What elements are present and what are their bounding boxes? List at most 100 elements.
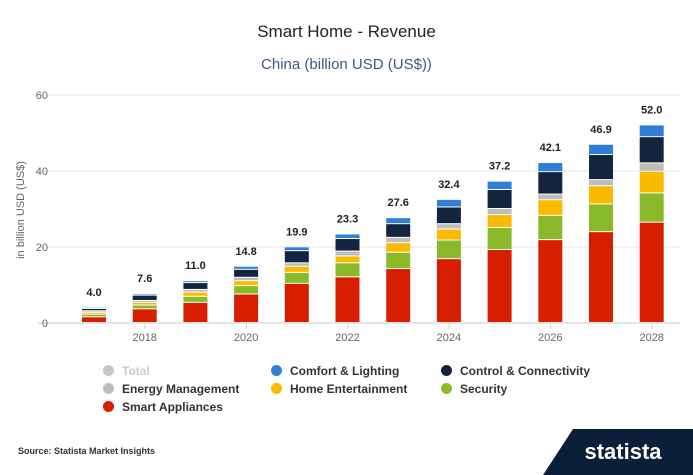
- legend-marker-icon: [103, 383, 114, 394]
- bar-segment-energy-management: [335, 251, 360, 256]
- bar-segment-comfort-lighting: [183, 281, 208, 283]
- bar-segment-energy-management: [234, 277, 259, 281]
- bar-segment-comfort-lighting: [335, 234, 360, 239]
- bar-segment-smart-appliances: [589, 232, 613, 322]
- y-tick-label: 60: [36, 90, 48, 102]
- legend-label: Control & Connectivity: [460, 363, 591, 378]
- bar-segment-energy-management: [284, 263, 309, 266]
- bar-segment-security: [436, 240, 461, 259]
- bar-segment-smart-appliances: [436, 259, 461, 322]
- bar-segment-comfort-lighting: [589, 144, 613, 155]
- bar-segment-comfort-lighting: [284, 247, 309, 251]
- source-note: Source: Statista Market Insights: [18, 446, 156, 456]
- bar-segment-comfort-lighting: [234, 266, 259, 269]
- legend-marker-icon: [441, 383, 452, 394]
- legend: Total Comfort & Lighting Control & Connect…: [103, 362, 641, 415]
- x-tick-label: 2018: [132, 332, 156, 344]
- legend-item[interactable]: Energy Management: [103, 380, 271, 397]
- total-label: 7.6: [137, 273, 152, 285]
- bar-segment-control-connectivity: [589, 155, 613, 180]
- total-label: 32.4: [438, 179, 460, 191]
- bar-segment-energy-management: [538, 194, 563, 200]
- legend-item[interactable]: Control & Connectivity: [441, 362, 641, 379]
- bar-segment-control-connectivity: [132, 295, 157, 300]
- bar-segment-home-entertainment: [335, 256, 360, 263]
- x-tick-label: 2022: [335, 332, 359, 344]
- total-label: 23.3: [337, 213, 358, 225]
- legend-marker-icon: [103, 401, 114, 412]
- bar-segment-home-entertainment: [234, 281, 259, 286]
- total-label: 42.1: [540, 142, 561, 154]
- bar-segment-comfort-lighting: [436, 199, 461, 207]
- bar-segment-smart-appliances: [183, 302, 208, 322]
- total-label: 11.0: [185, 260, 206, 272]
- total-label: 19.9: [286, 226, 307, 238]
- x-tick-label: 2020: [234, 332, 258, 344]
- legend-marker-icon: [103, 365, 114, 376]
- bar-segment-security: [386, 252, 411, 269]
- bar-segment-smart-appliances: [234, 294, 259, 322]
- bar-segment-control-connectivity: [487, 190, 512, 208]
- legend-item[interactable]: Total: [103, 362, 271, 379]
- y-tick-label: 0: [42, 318, 48, 330]
- total-label: 37.2: [489, 161, 510, 173]
- bar-segment-security: [639, 193, 664, 222]
- bar-segment-smart-appliances: [284, 283, 309, 322]
- legend-marker-icon: [271, 365, 282, 376]
- legend-label: Total: [122, 363, 150, 378]
- bar-segment-energy-management: [487, 209, 512, 215]
- legend-label: Home Entertainment: [290, 381, 408, 396]
- bar-segment-control-connectivity: [436, 207, 461, 224]
- bar-segment-control-connectivity: [183, 283, 208, 289]
- total-label: 4.0: [86, 287, 101, 299]
- bar-segment-security: [234, 286, 259, 294]
- bar-segment-energy-management: [386, 237, 411, 243]
- legend-item[interactable]: Comfort & Lighting: [271, 362, 441, 379]
- bar-segment-home-entertainment: [487, 215, 512, 227]
- x-tick-label: 2026: [538, 332, 562, 344]
- bar-segment-smart-appliances: [132, 309, 157, 322]
- y-axis-label: in billion USD (US$): [15, 161, 27, 259]
- legend-item[interactable]: Smart Appliances: [103, 398, 271, 415]
- bar-segment-comfort-lighting: [487, 181, 512, 189]
- legend-label: Smart Appliances: [122, 399, 223, 414]
- bar-segment-security: [589, 204, 613, 232]
- bar-segment-energy-management: [82, 311, 106, 312]
- total-label: 14.8: [235, 246, 256, 258]
- total-label: 27.6: [387, 197, 408, 209]
- bar-segment-comfort-lighting: [132, 294, 157, 295]
- bar-segment-energy-management: [132, 300, 157, 302]
- chart-subtitle: China (billion USD (US$)): [261, 56, 432, 73]
- bar-segment-control-connectivity: [538, 172, 563, 194]
- bar-segment-smart-appliances: [639, 222, 664, 322]
- bar-segment-security: [183, 296, 208, 302]
- bar-segment-energy-management: [639, 163, 664, 171]
- bar-segment-home-entertainment: [436, 229, 461, 240]
- bar-segment-smart-appliances: [487, 250, 512, 322]
- statista-logo[interactable]: statista: [543, 429, 693, 475]
- x-tick-label: 2024: [437, 332, 461, 344]
- chart: 0 20 40 60 in billion USD (US$) 4.0 2018 7.6 11.…: [15, 90, 680, 344]
- total-label: 52.0: [641, 104, 662, 116]
- bar-segment-home-entertainment: [538, 200, 563, 215]
- legend-label: Comfort & Lighting: [290, 363, 400, 378]
- bar-segment-home-entertainment: [183, 292, 208, 296]
- bar-segment-control-connectivity: [284, 251, 309, 263]
- legend-item[interactable]: Security: [441, 380, 641, 397]
- legend-marker-icon: [271, 383, 282, 394]
- bar-segment-comfort-lighting: [639, 125, 664, 137]
- legend-item[interactable]: Home Entertainment: [271, 380, 441, 397]
- bar-segment-home-entertainment: [132, 302, 157, 305]
- bar-segment-energy-management: [183, 289, 208, 292]
- bar-segment-security: [538, 215, 563, 240]
- bar-segment-smart-appliances: [82, 317, 106, 322]
- y-tick-label: 20: [36, 242, 48, 254]
- bar-segment-security: [487, 228, 512, 250]
- y-tick-label: 40: [36, 166, 48, 178]
- bar-segment-security: [284, 272, 309, 283]
- bar-segment-smart-appliances: [386, 269, 411, 322]
- bar-segment-security: [132, 305, 157, 309]
- bar-segment-control-connectivity: [82, 308, 106, 311]
- bar-segment-security: [335, 263, 360, 277]
- bar-segment-control-connectivity: [335, 239, 360, 251]
